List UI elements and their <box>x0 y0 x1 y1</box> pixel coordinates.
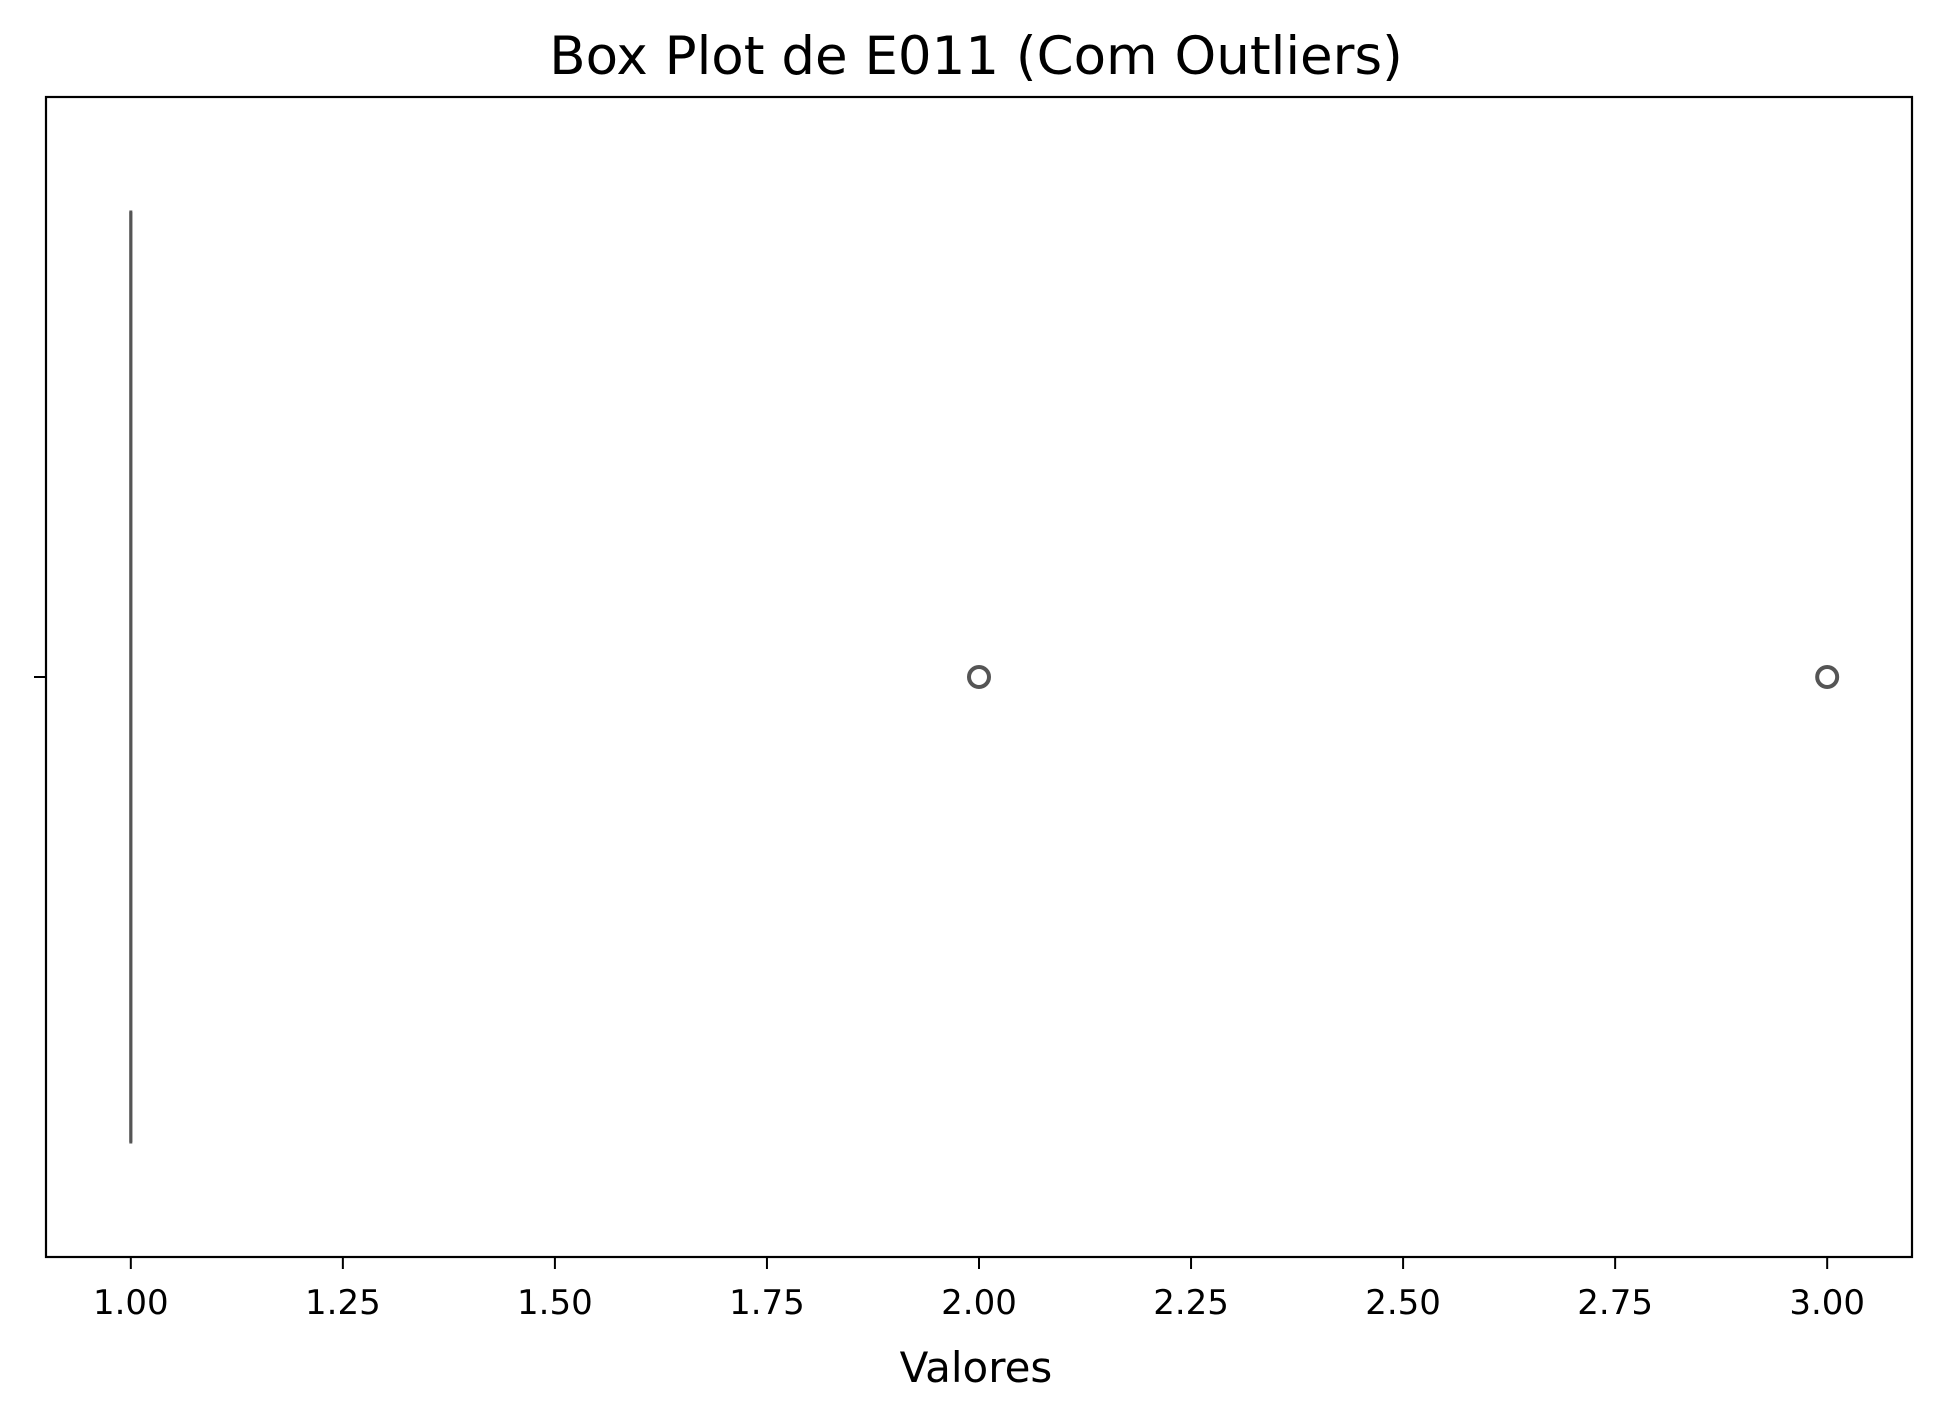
outlier-point <box>969 667 989 687</box>
x-tick-label: 1.75 <box>729 1283 805 1323</box>
x-tick-label: 2.50 <box>1365 1283 1441 1323</box>
x-tick-label: 1.00 <box>93 1283 169 1323</box>
x-axis-label: Valores <box>900 1343 1053 1392</box>
outlier-point <box>1817 667 1837 687</box>
x-tick-label: 1.25 <box>305 1283 381 1323</box>
x-tick-label: 3.00 <box>1789 1283 1865 1323</box>
x-tick-label: 2.25 <box>1153 1283 1229 1323</box>
x-tick-label: 2.00 <box>941 1283 1017 1323</box>
plot-area-frame <box>46 97 1912 1257</box>
x-axis-ticks: 1.00 1.25 1.50 1.75 2.00 2.25 2.50 2.75 3.00 <box>93 1257 1865 1323</box>
x-tick-label: 2.75 <box>1577 1283 1653 1323</box>
outlier-points <box>969 667 1837 687</box>
chart-title: Box Plot de E011 (Com Outliers) <box>549 26 1403 87</box>
x-tick-label: 1.50 <box>517 1283 593 1323</box>
